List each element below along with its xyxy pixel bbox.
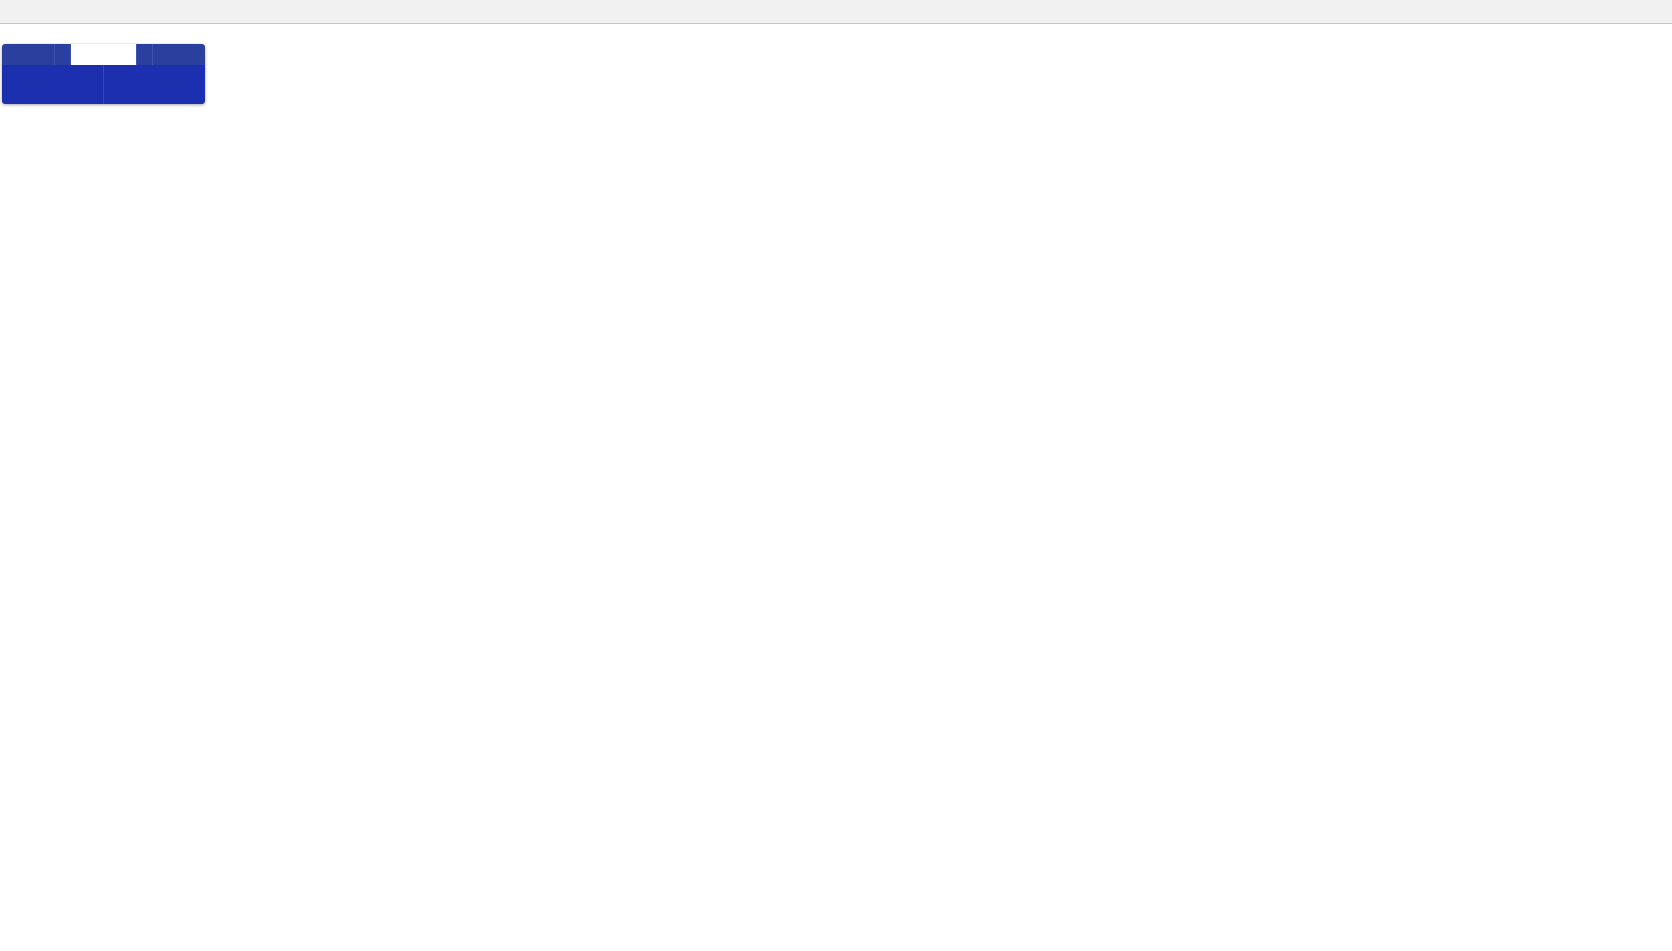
sell-button[interactable] (2, 44, 54, 65)
buy-price[interactable] (104, 65, 205, 104)
toolbar (0, 0, 1672, 24)
volume-input[interactable] (71, 44, 136, 65)
volume-up-button[interactable] (136, 44, 153, 65)
sell-price[interactable] (2, 65, 104, 104)
buy-button[interactable] (153, 44, 205, 65)
symbol-info (6, 27, 16, 39)
one-click-trade-panel (2, 44, 205, 104)
volume-down-button[interactable] (54, 44, 71, 65)
